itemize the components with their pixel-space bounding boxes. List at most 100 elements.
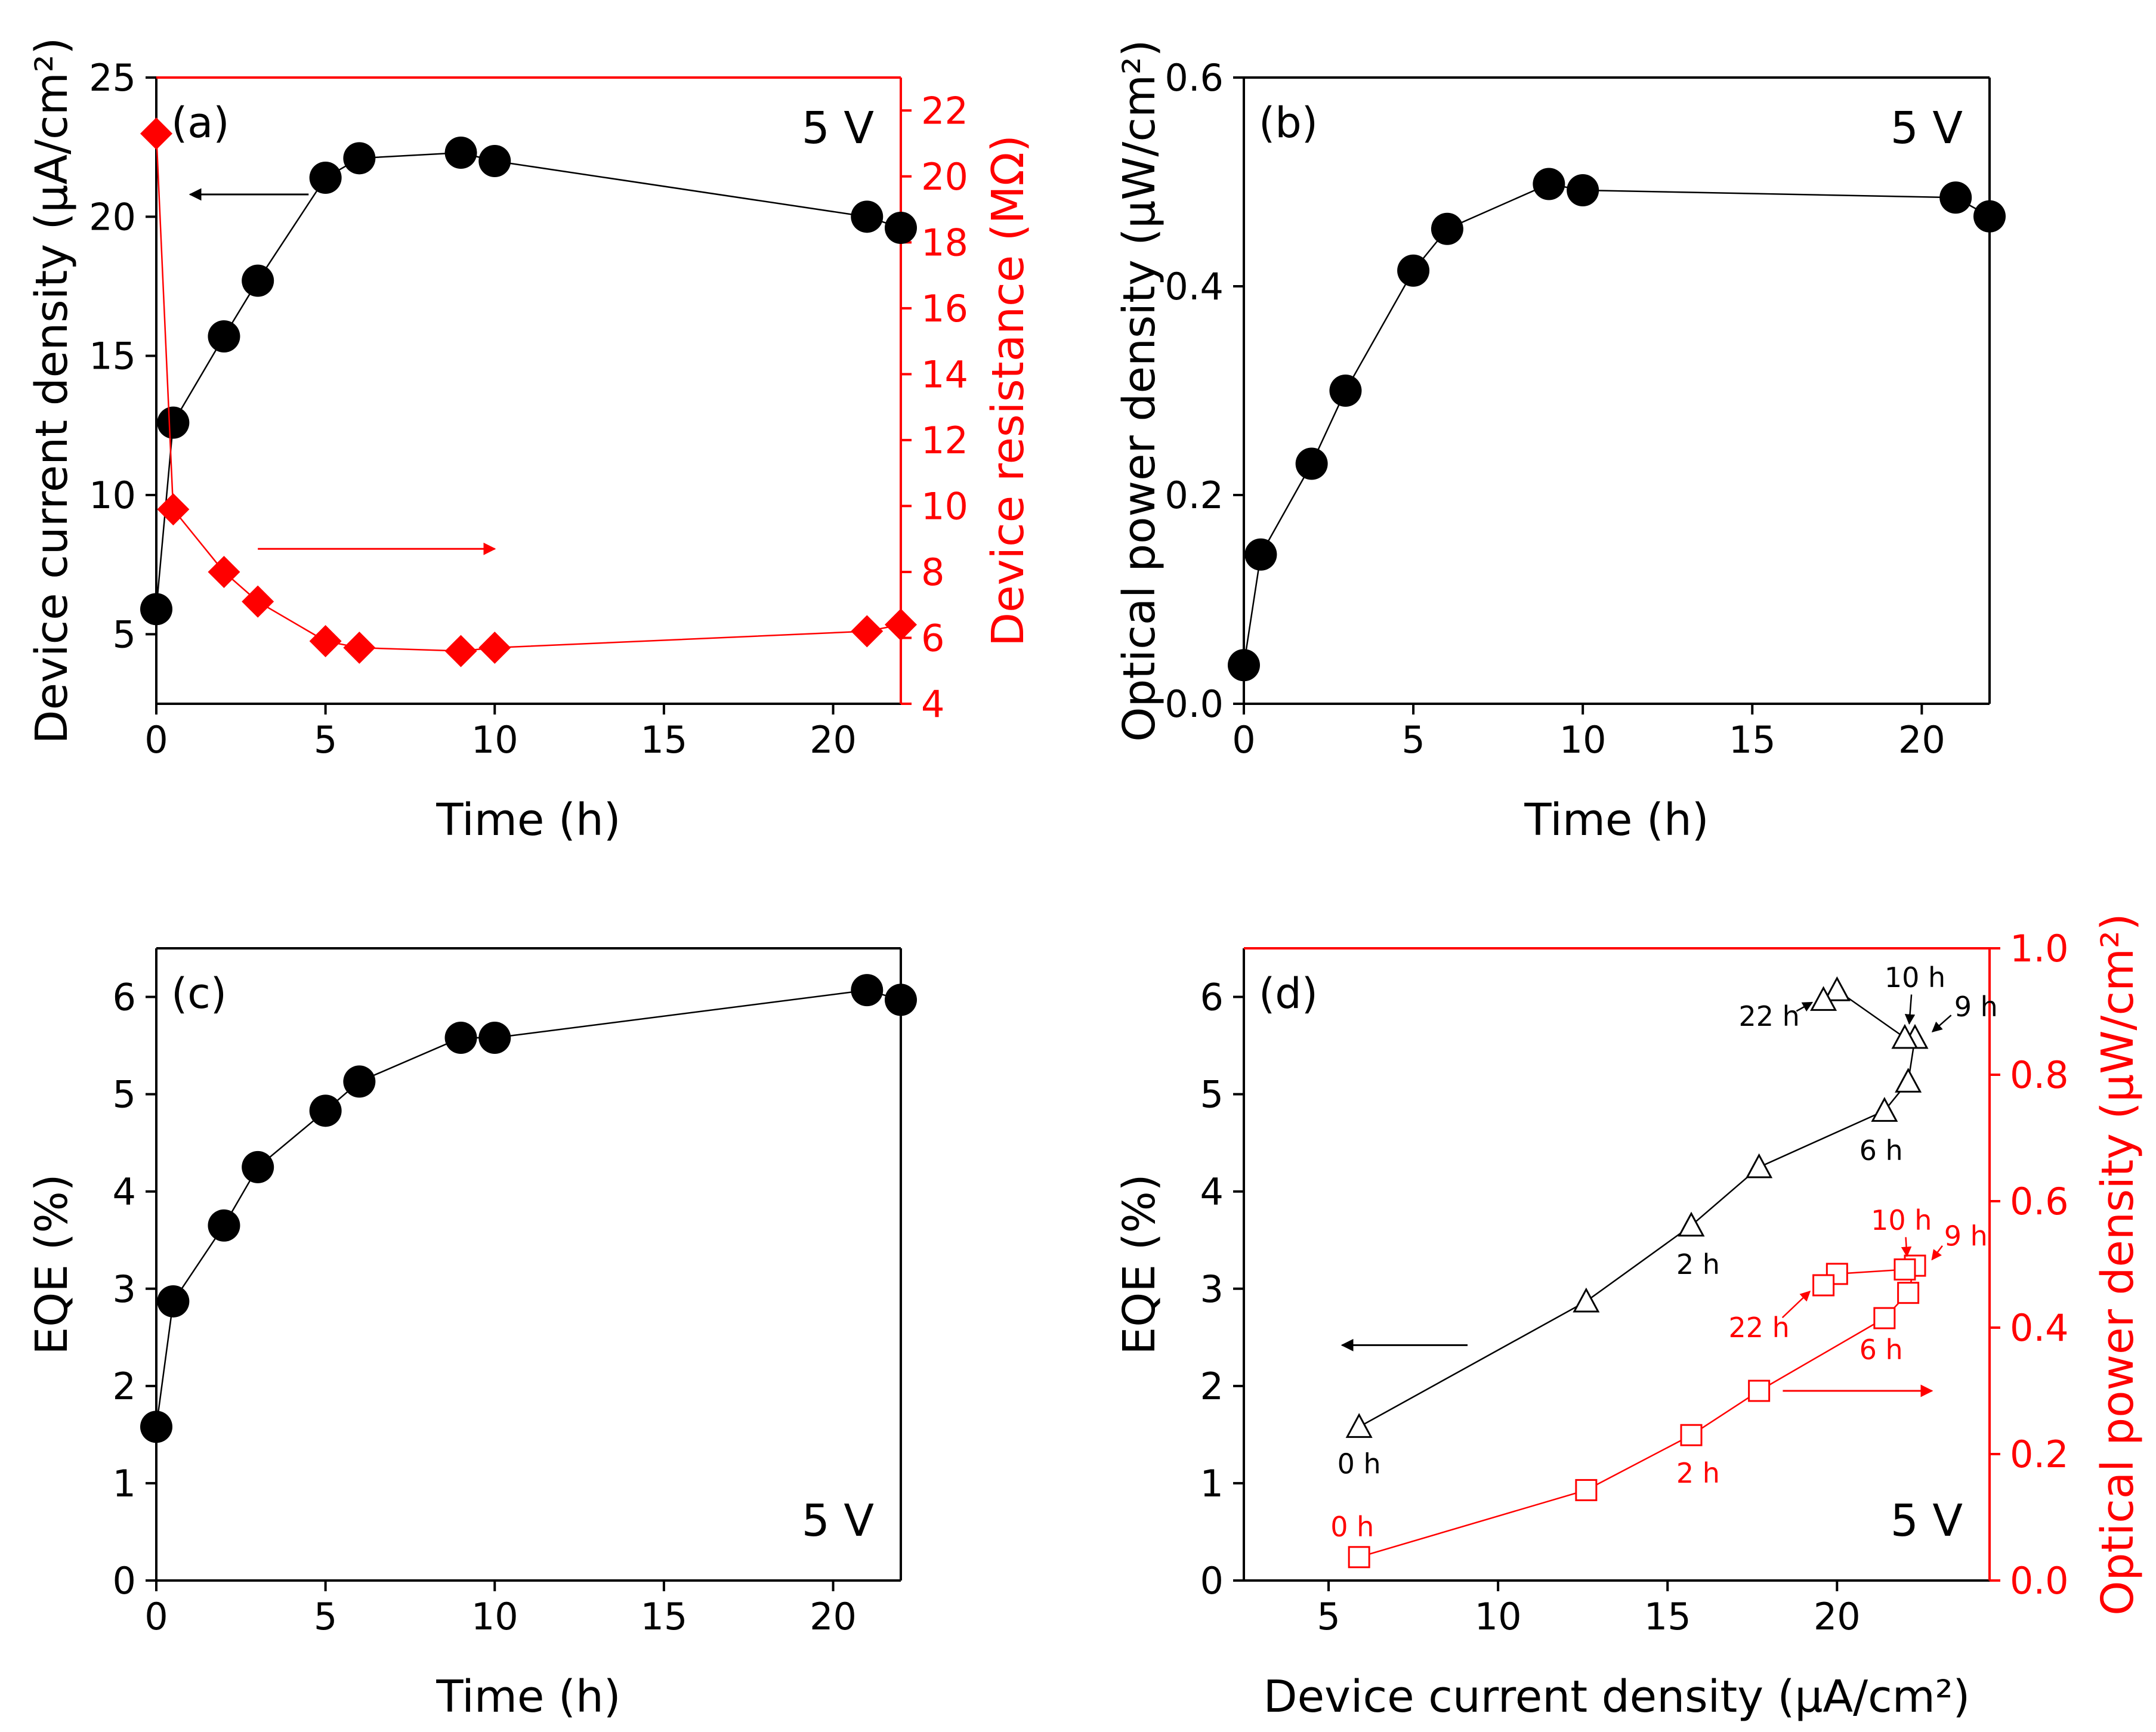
panel-label: (d) xyxy=(1259,969,1318,1018)
annotation-arrow xyxy=(1901,1237,1912,1257)
y-axis-title: EQE (%) xyxy=(26,1174,78,1354)
voltage-label: 5 V xyxy=(802,1495,875,1547)
data-point xyxy=(309,1094,342,1127)
data-point xyxy=(208,1209,240,1242)
y2-tick-label: 12 xyxy=(921,419,968,462)
data-point xyxy=(140,117,172,150)
y2-tick-label: 8 xyxy=(921,550,944,594)
data-point xyxy=(885,212,917,244)
y2-tick-label: 14 xyxy=(921,352,968,396)
annotation-arrow xyxy=(1931,1245,1943,1261)
x-axis-title: Time (h) xyxy=(435,1671,620,1722)
data-point xyxy=(1575,1479,1598,1501)
y-tick-label: 6 xyxy=(113,976,136,1019)
series-line-0 xyxy=(1358,989,1916,1428)
y-tick-label: 5 xyxy=(113,1073,136,1116)
x-tick-label: 15 xyxy=(640,1595,687,1638)
y2-tick-label: 0.4 xyxy=(2010,1306,2069,1350)
y2-tick-label: 1.0 xyxy=(2010,927,2069,970)
y-axis-title: Device current density (μA/cm²) xyxy=(26,38,78,744)
data-point xyxy=(444,635,477,667)
data-point xyxy=(242,1150,274,1183)
data-point xyxy=(1973,200,2006,233)
data-point xyxy=(1891,1023,1919,1049)
data-point xyxy=(208,555,240,588)
series-line-0 xyxy=(155,989,901,1427)
x-tick-label: 10 xyxy=(471,718,518,762)
data-point xyxy=(1812,1274,1835,1297)
y-tick-label: 0.6 xyxy=(1165,56,1224,100)
y-tick-label: 4 xyxy=(1200,1170,1224,1214)
x-axis-title: Time (h) xyxy=(435,794,620,846)
time-annotation: 22 h xyxy=(1739,1000,1800,1032)
y-tick-label: 2 xyxy=(113,1365,136,1408)
y-tick-label: 5 xyxy=(1200,1073,1224,1116)
y-tick-label: 0 xyxy=(113,1559,136,1603)
series-line-1 xyxy=(1358,1264,1916,1558)
data-point xyxy=(851,200,884,233)
time-annotation: 0 h xyxy=(1338,1448,1381,1480)
y-tick-label: 1 xyxy=(113,1462,136,1505)
x-axis-title: Device current density (μA/cm²) xyxy=(1264,1671,1970,1722)
data-point xyxy=(851,974,884,1007)
x-tick-label: 15 xyxy=(640,718,687,762)
x-tick-label: 0 xyxy=(144,718,168,762)
y-tick-label: 25 xyxy=(89,56,136,100)
y-tick-label: 0.4 xyxy=(1165,265,1224,308)
x-tick-label: 10 xyxy=(1559,718,1607,762)
x-tick-label: 0 xyxy=(1232,718,1255,762)
annotation-arrow xyxy=(1904,994,1916,1025)
data-point xyxy=(1894,1258,1916,1281)
time-annotation: 6 h xyxy=(1860,1334,1903,1366)
y-tick-label: 0.2 xyxy=(1165,474,1224,517)
y2-axis-title: Optical power density (μW/cm²) xyxy=(2092,913,2143,1615)
y-axis-title: Optical power density (μW/cm²) xyxy=(1114,39,1165,741)
x-tick-label: 20 xyxy=(810,718,857,762)
data-point xyxy=(343,142,376,175)
y2-tick-label: 22 xyxy=(921,89,968,132)
time-annotation: 0 h xyxy=(1330,1511,1374,1543)
data-point xyxy=(478,1022,511,1054)
y-tick-label: 0.0 xyxy=(1165,682,1224,726)
x-tick-label: 5 xyxy=(314,718,337,762)
data-point xyxy=(851,615,884,648)
data-point xyxy=(1680,1424,1703,1446)
data-point xyxy=(309,162,342,194)
panel-label: (b) xyxy=(1259,98,1318,147)
data-point xyxy=(1244,538,1277,571)
time-annotation: 2 h xyxy=(1676,1248,1720,1281)
annotation-arrow xyxy=(1781,1291,1811,1319)
data-point xyxy=(208,320,240,352)
y-tick-label: 1 xyxy=(1200,1462,1224,1505)
y-tick-label: 20 xyxy=(89,195,136,239)
y-tick-label: 0 xyxy=(1200,1559,1224,1603)
data-point xyxy=(157,1285,190,1317)
data-point xyxy=(885,608,917,641)
x-tick-label: 15 xyxy=(1729,718,1776,762)
data-point xyxy=(242,585,274,618)
time-annotation: 10 h xyxy=(1871,1204,1932,1236)
data-point xyxy=(343,632,376,664)
data-point xyxy=(1939,181,1972,214)
time-annotation: 9 h xyxy=(1944,1220,1988,1252)
y-tick-label: 2 xyxy=(1200,1365,1224,1408)
time-annotation: 9 h xyxy=(1954,991,1998,1023)
data-point xyxy=(1329,375,1362,407)
data-point xyxy=(478,632,511,664)
y2-axis-title: Device resistance (MΩ) xyxy=(983,135,1034,647)
x-tick-label: 10 xyxy=(471,1595,518,1638)
x-tick-label: 20 xyxy=(1814,1595,1861,1638)
panel-label: (a) xyxy=(171,98,230,147)
y-tick-label: 4 xyxy=(113,1170,136,1214)
y2-tick-label: 6 xyxy=(921,616,944,660)
y2-tick-label: 10 xyxy=(921,484,968,528)
voltage-label: 5 V xyxy=(1891,103,1963,154)
y2-tick-label: 16 xyxy=(921,287,968,330)
voltage-label: 5 V xyxy=(1891,1495,1963,1547)
x-tick-label: 20 xyxy=(810,1595,857,1638)
panel-label: (c) xyxy=(171,969,227,1018)
y-tick-label: 15 xyxy=(89,335,136,378)
data-point xyxy=(1533,168,1565,200)
time-annotation: 10 h xyxy=(1885,961,1945,994)
